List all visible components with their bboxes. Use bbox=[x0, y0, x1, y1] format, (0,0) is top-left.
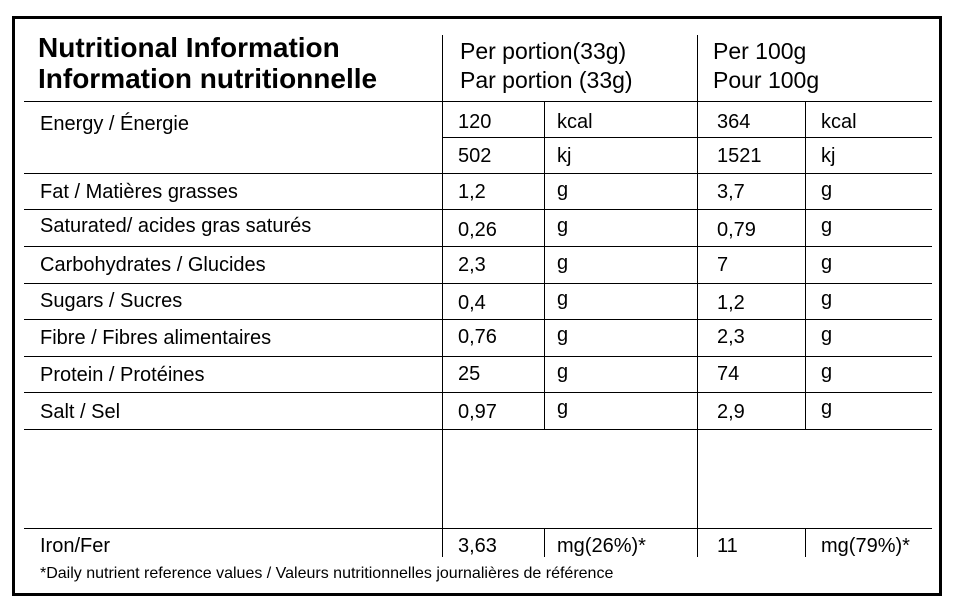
header-portion-english: Per portion(33g) bbox=[460, 38, 627, 64]
divider-iron bbox=[24, 528, 932, 529]
divider-row-3 bbox=[24, 283, 932, 284]
col-divider-per100-unit bbox=[805, 101, 806, 429]
row-portion-unit-fat: g bbox=[557, 179, 569, 201]
iron-portion: 3,63 bbox=[458, 535, 497, 557]
header-portion-french: Par portion (33g) bbox=[460, 67, 633, 93]
divider-row-4 bbox=[24, 319, 932, 320]
row-per100-unit-carbohydrates: g bbox=[821, 252, 833, 274]
row-label-saturated: Saturated/ acides gras saturés bbox=[40, 215, 312, 237]
row-per100-unit-salt: g bbox=[821, 397, 833, 419]
col-divider-per100 bbox=[697, 35, 698, 557]
divider-row-2 bbox=[24, 246, 932, 247]
row-per100-unit-saturated: g bbox=[821, 215, 833, 237]
table-title: Nutritional Information Information nutr… bbox=[38, 32, 377, 94]
header-per100-english: Per 100g bbox=[713, 38, 807, 64]
row-per100-unit-sugars: g bbox=[821, 288, 833, 310]
footnote: *Daily nutrient reference values / Valeu… bbox=[40, 565, 614, 582]
row-portion-unit-sugars: g bbox=[557, 288, 569, 310]
energy-kcal-portion-unit: kcal bbox=[557, 111, 593, 133]
row-per100-carbohydrates: 7 bbox=[717, 254, 729, 276]
col-divider-portion bbox=[442, 35, 443, 557]
row-per100-fibre: 2,3 bbox=[717, 326, 745, 348]
divider-header bbox=[24, 101, 932, 102]
row-label-fibre: Fibre / Fibres alimentaires bbox=[40, 327, 272, 349]
row-per100-unit-protein: g bbox=[821, 361, 833, 383]
divider-row-7 bbox=[24, 429, 932, 430]
row-portion-carbohydrates: 2,3 bbox=[458, 254, 486, 276]
row-portion-unit-fibre: g bbox=[557, 324, 569, 346]
row-portion-unit-carbohydrates: g bbox=[557, 252, 569, 274]
energy-label: Energy / Énergie bbox=[40, 113, 189, 135]
row-per100-sugars: 1,2 bbox=[717, 292, 745, 314]
row-per100-protein: 74 bbox=[717, 363, 740, 385]
header-per-100g: Per 100g Pour 100g bbox=[713, 37, 819, 95]
nutrition-table-frame bbox=[12, 16, 942, 596]
row-portion-saturated: 0,26 bbox=[458, 219, 497, 241]
row-label-sugars: Sugars / Sucres bbox=[40, 290, 183, 312]
row-per100-fat: 3,7 bbox=[717, 181, 745, 203]
divider-energy-kcal bbox=[442, 137, 932, 138]
header-per100-french: Pour 100g bbox=[713, 67, 820, 93]
iron-per100: 11 bbox=[717, 535, 738, 557]
divider-row-5 bbox=[24, 356, 932, 357]
row-portion-sugars: 0,4 bbox=[458, 292, 486, 314]
energy-kj-portion: 502 bbox=[458, 145, 492, 167]
row-portion-fibre: 0,76 bbox=[458, 326, 497, 348]
row-per100-saturated: 0,79 bbox=[717, 219, 756, 241]
row-portion-salt: 0,97 bbox=[458, 401, 497, 423]
energy-kcal-per100: 364 bbox=[717, 111, 751, 133]
iron-per100-unit: mg(79%)* bbox=[821, 535, 910, 557]
iron-label: Iron/Fer bbox=[40, 535, 111, 557]
energy-kcal-per100-unit: kcal bbox=[821, 111, 857, 133]
title-french: Information nutritionnelle bbox=[38, 63, 378, 94]
row-label-fat: Fat / Matières grasses bbox=[40, 181, 238, 203]
energy-kj-per100: 1521 bbox=[717, 145, 762, 167]
header-per-portion: Per portion(33g) Par portion (33g) bbox=[460, 37, 633, 95]
iron-portion-unit: mg(26%)* bbox=[557, 535, 646, 557]
energy-kj-per100-unit: kj bbox=[821, 145, 836, 167]
energy-kcal-portion: 120 bbox=[458, 111, 492, 133]
col-divider-per100-unit-iron bbox=[805, 528, 806, 557]
row-portion-unit-saturated: g bbox=[557, 215, 569, 237]
col-divider-portion-unit bbox=[544, 101, 545, 429]
row-label-salt: Salt / Sel bbox=[40, 401, 121, 423]
row-portion-unit-protein: g bbox=[557, 361, 569, 383]
title-english: Nutritional Information bbox=[38, 32, 340, 63]
row-portion-unit-salt: g bbox=[557, 397, 569, 419]
row-label-protein: Protein / Protéines bbox=[40, 364, 205, 386]
row-per100-salt: 2,9 bbox=[717, 401, 745, 423]
col-divider-portion-unit-iron bbox=[544, 528, 545, 557]
row-portion-protein: 25 bbox=[458, 363, 481, 385]
divider-energy bbox=[24, 173, 932, 174]
divider-row-6 bbox=[24, 392, 932, 393]
row-per100-unit-fat: g bbox=[821, 179, 833, 201]
row-per100-unit-fibre: g bbox=[821, 324, 833, 346]
energy-kj-portion-unit: kj bbox=[557, 145, 572, 167]
row-label-carbohydrates: Carbohydrates / Glucides bbox=[40, 254, 266, 276]
row-portion-fat: 1,2 bbox=[458, 181, 486, 203]
divider-row-1 bbox=[24, 209, 932, 210]
